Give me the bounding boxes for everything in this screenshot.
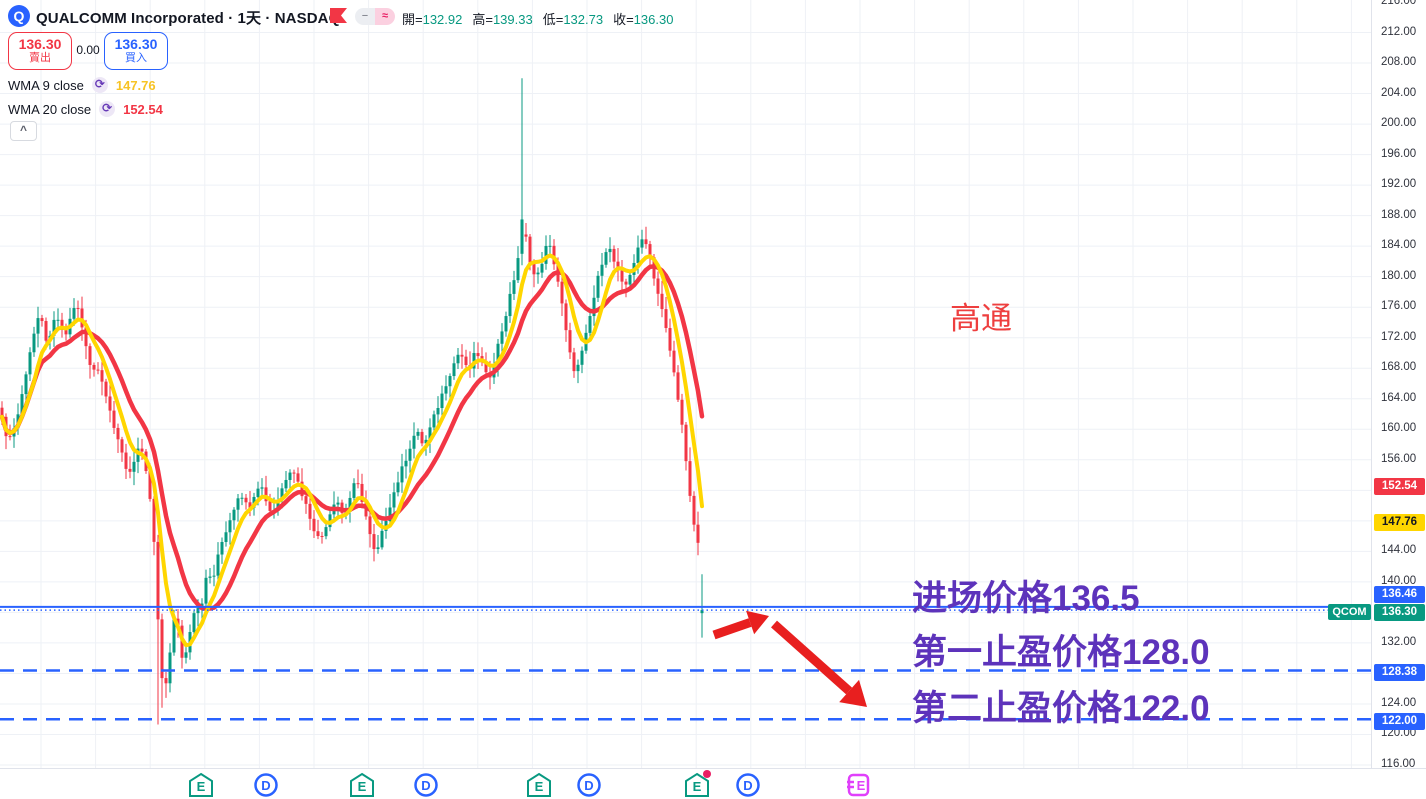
earnings-marker-icon[interactable]: E: [684, 770, 711, 798]
refresh-icon[interactable]: ⟳: [99, 101, 116, 117]
tp2-annotation: 第二止盈价格122.0: [912, 689, 1210, 728]
svg-text:E: E: [197, 779, 206, 794]
price-label-tag: 136.30: [1374, 603, 1425, 621]
spread-value: 0.00: [76, 43, 100, 57]
symbol-logo: Q: [8, 5, 30, 27]
price-tick: 188.00: [1381, 208, 1417, 221]
dividend-marker-icon[interactable]: D: [253, 772, 279, 798]
price-tick: 116.00: [1381, 758, 1416, 770]
price-axis[interactable]: 216.00 212.00 208.00 204.00 200.00 196.00 192.…: [1371, 0, 1426, 770]
notification-dot: [703, 770, 711, 778]
price-tick: 144.00: [1381, 544, 1417, 557]
buy-price: 136.30: [114, 36, 158, 52]
price-tick: 196.00: [1381, 147, 1417, 160]
price-label-tag: 122.00: [1374, 712, 1425, 730]
dividend-marker-icon[interactable]: D: [413, 772, 439, 798]
price-tick: 204.00: [1381, 86, 1417, 99]
price-tick: 208.00: [1381, 56, 1417, 69]
price-tick: 200.00: [1381, 117, 1417, 130]
symbol-price-tag: QCOM: [1328, 604, 1371, 621]
svg-text:D: D: [421, 778, 430, 793]
collapse-legend-button[interactable]: ^: [10, 121, 37, 141]
svg-text:D: D: [261, 778, 270, 793]
earnings-marker-icon[interactable]: E: [526, 772, 552, 798]
svg-text:D: D: [743, 778, 752, 793]
price-tick: 124.00: [1381, 696, 1417, 709]
svg-text:D: D: [584, 778, 593, 793]
indicator-name: WMA 9 close: [8, 77, 84, 93]
svg-text:E: E: [535, 779, 544, 794]
estimated-earnings-marker-icon[interactable]: E: [845, 772, 871, 798]
sell-label: 賣出: [29, 52, 51, 64]
indicator-value: 147.76: [115, 77, 156, 93]
price-tick: 120.00: [1381, 727, 1417, 740]
svg-text:E: E: [358, 779, 367, 794]
price-tick: 172.00: [1381, 330, 1417, 343]
price-label-tag: 147.76: [1374, 514, 1425, 532]
price-tick: 164.00: [1381, 391, 1417, 404]
minus-icon[interactable]: −: [355, 8, 375, 25]
buy-button[interactable]: 136.30 買入: [104, 32, 168, 70]
refresh-icon[interactable]: ⟳: [91, 77, 108, 93]
dividend-marker-icon[interactable]: D: [576, 772, 602, 798]
ohlc-item: 收=136.30: [613, 12, 674, 27]
symbol-cn-annotation: 高通: [950, 301, 1012, 337]
ohlc-item: 高=139.33: [472, 12, 533, 27]
price-tick: 192.00: [1381, 178, 1417, 191]
tp1-annotation: 第一止盈价格128.0: [912, 633, 1210, 672]
svg-text:E: E: [693, 779, 702, 794]
sell-button[interactable]: 136.30 賣出: [8, 32, 72, 70]
ohlc-readout: 開=132.92 高=139.33 低=132.73 收=136.30: [402, 9, 673, 28]
wma9-line: [0, 253, 704, 648]
ohlc-item: 低=132.73: [542, 12, 604, 27]
ohlc-item: 開=132.92: [402, 12, 463, 27]
price-tick: 156.00: [1381, 452, 1417, 465]
grid-lines: [0, 0, 1371, 768]
price-tick: 140.00: [1381, 574, 1417, 587]
buy-label: 買入: [125, 52, 147, 64]
wma-lines: [0, 253, 705, 648]
chart-canvas[interactable]: [0, 0, 1371, 768]
candles-layer: [0, 78, 704, 725]
price-tick: 216.00: [1381, 0, 1417, 7]
alert-toggle[interactable]: − ≈: [355, 8, 395, 25]
dividend-marker-icon[interactable]: D: [735, 772, 761, 798]
entry-annotation: 进场价格136.5: [912, 579, 1140, 618]
chart-header: Q QUALCOMM Incorporated · 1天 · NASDAQ − …: [0, 0, 1370, 150]
price-tick: 212.00: [1381, 25, 1417, 38]
red-arrow: [746, 610, 769, 635]
approx-icon[interactable]: ≈: [375, 8, 395, 25]
indicator-name: WMA 20 close: [8, 101, 92, 117]
price-tick: 132.00: [1381, 635, 1417, 648]
red-arrow: [839, 679, 867, 707]
price-label-tag: 152.54: [1374, 477, 1425, 495]
flag-icon[interactable]: [330, 8, 347, 23]
svg-text:E: E: [857, 778, 866, 793]
price-tick: 168.00: [1381, 361, 1417, 374]
price-tick: 184.00: [1381, 239, 1417, 252]
indicator-row-wma20[interactable]: WMA 20 close ⟳ 152.54: [8, 100, 163, 118]
earnings-marker-icon[interactable]: E: [349, 772, 375, 798]
earnings-marker-icon[interactable]: E: [188, 772, 214, 798]
price-tick: 176.00: [1381, 300, 1417, 313]
price-tick: 180.00: [1381, 269, 1417, 282]
indicator-value: 152.54: [123, 101, 163, 117]
price-label-tag: 128.38: [1374, 664, 1425, 682]
price-label-tag: 136.46: [1374, 586, 1425, 604]
level-lines[interactable]: [0, 605, 1371, 721]
indicator-row-wma9[interactable]: WMA 9 close ⟳ 147.76: [8, 76, 156, 94]
price-tick: 160.00: [1381, 422, 1417, 435]
sell-price: 136.30: [18, 36, 62, 52]
arrow-drawings[interactable]: [712, 610, 867, 707]
symbol-title[interactable]: QUALCOMM Incorporated · 1天 · NASDAQ: [36, 10, 341, 27]
